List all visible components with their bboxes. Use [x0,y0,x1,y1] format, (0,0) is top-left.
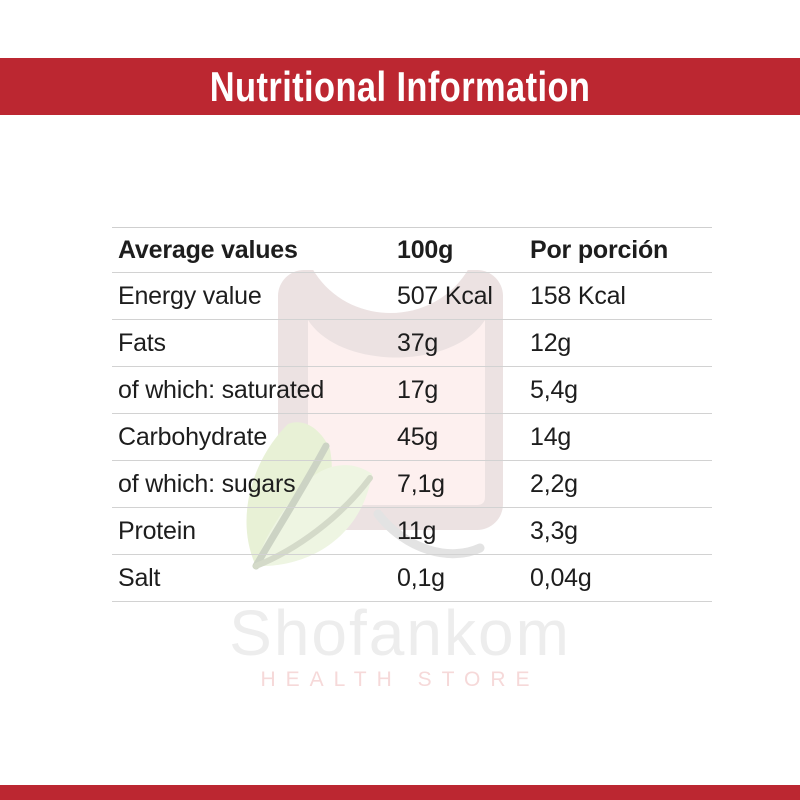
watermark-tagline-text: HEALTH STORE [260,668,540,691]
footer-accent-band [0,785,800,800]
table-row: of which: sugars 7,1g 2,2g [112,461,712,508]
value-100g: 17g [397,375,439,404]
row-label: Fats [118,328,166,357]
table-row: Protein 11g 3,3g [112,508,712,555]
value-100g: 37g [397,328,439,357]
column-header-100g: 100g [397,235,454,264]
value-100g: 45g [397,422,439,451]
value-portion: 14g [530,422,572,451]
table-row: Fats 37g 12g [112,320,712,367]
row-label: Protein [118,516,196,545]
value-100g: 0,1g [397,563,445,592]
value-portion: 0,04g [530,563,592,592]
table-row: Energy value 507 Kcal 158 Kcal [112,273,712,320]
table-row: Salt 0,1g 0,04g [112,555,712,602]
table-row: of which: saturated 17g 5,4g [112,367,712,414]
value-portion: 2,2g [530,469,578,498]
nutrition-table: Average values 100g Por porción Energy v… [112,227,712,602]
row-label: Energy value [118,281,262,310]
value-100g: 507 Kcal [397,281,493,310]
watermark-brand-text: Shofankom [229,597,571,669]
value-portion: 5,4g [530,375,578,404]
row-label: Carbohydrate [118,422,268,451]
table-header-row: Average values 100g Por porción [112,228,712,273]
column-header-por-porcion: Por porción [530,235,669,264]
value-portion: 158 Kcal [530,281,626,310]
row-label: of which: saturated [118,375,325,404]
table-row: Carbohydrate 45g 14g [112,414,712,461]
value-100g: 7,1g [397,469,445,498]
value-portion: 3,3g [530,516,578,545]
row-label: of which: sugars [118,469,296,498]
nutrition-table-body: Energy value 507 Kcal 158 Kcal Fats 37g 12g of… [112,273,712,602]
page-title: Nutritional Information [209,62,591,110]
value-portion: 12g [530,328,572,357]
row-label: Salt [118,563,161,592]
title-banner: Nutritional Information [0,58,800,115]
column-header-average-values: Average values [118,235,298,264]
value-100g: 11g [397,516,437,545]
